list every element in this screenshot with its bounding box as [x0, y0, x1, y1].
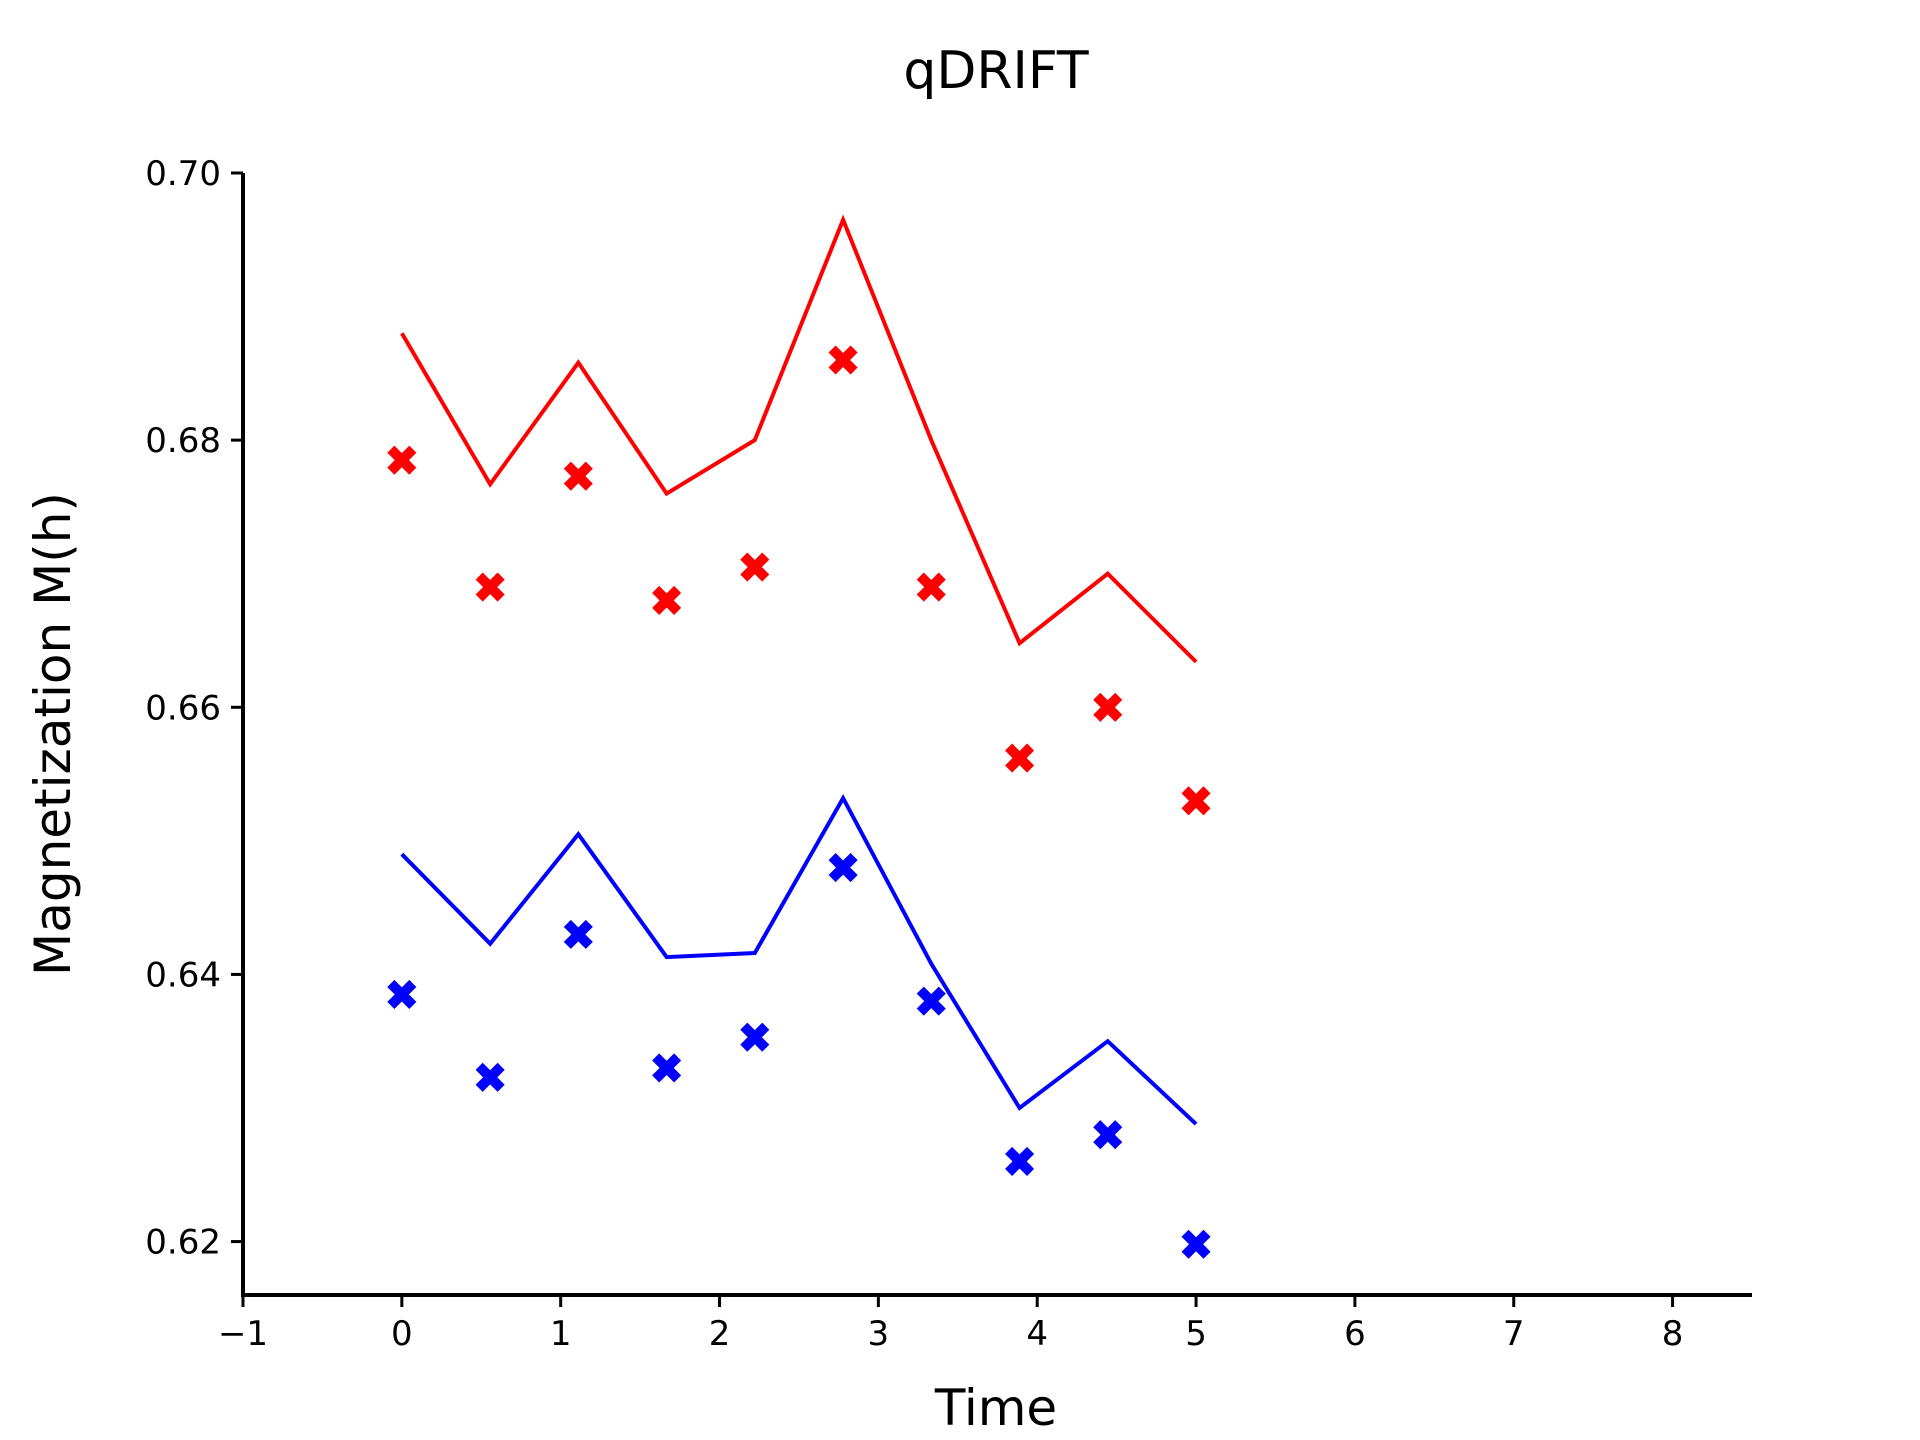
data-point [652, 585, 682, 615]
x-tick-label: 3 [868, 1314, 890, 1354]
series-markers-1 [387, 345, 1211, 816]
y-tick-label: 0.66 [145, 688, 221, 728]
data-point [1005, 1146, 1035, 1176]
data-point [1005, 743, 1035, 773]
data-point [740, 552, 770, 582]
data-point [740, 1022, 770, 1052]
x-tick-label: 5 [1185, 1314, 1207, 1354]
chart-title: qDRIFT [903, 41, 1089, 101]
data-point [916, 572, 946, 602]
y-axis-title: Magnetization M(h) [24, 492, 82, 976]
x-tick-label: 8 [1662, 1314, 1684, 1354]
plot-area [387, 214, 1211, 1259]
y-ticks: 0.62 0.64 0.66 0.68 0.70 [145, 154, 243, 1263]
x-tick-label: 1 [550, 1314, 572, 1354]
x-ticks: −1 0 1 2 3 4 5 6 7 8 [218, 1295, 1683, 1354]
data-point [1093, 692, 1123, 722]
x-axis-title: Time [934, 1379, 1057, 1437]
series-line-2 [400, 793, 1198, 1126]
axes [241, 173, 1752, 1297]
y-tick-label: 0.62 [145, 1223, 221, 1263]
data-point [387, 445, 417, 475]
data-point [1181, 786, 1211, 816]
x-tick-label: 7 [1503, 1314, 1525, 1354]
x-tick-label: 6 [1344, 1314, 1366, 1354]
data-point [916, 986, 946, 1016]
x-tick-label: 2 [709, 1314, 731, 1354]
data-point [387, 979, 417, 1009]
data-point [828, 853, 858, 883]
data-point [475, 1062, 505, 1092]
data-point [1181, 1229, 1211, 1259]
x-tick-label: 0 [391, 1314, 413, 1354]
data-point [563, 919, 593, 949]
y-tick-label: 0.64 [145, 955, 221, 995]
data-point [563, 461, 593, 491]
y-tick-label: 0.68 [145, 421, 221, 461]
y-tick-label: 0.70 [145, 154, 221, 194]
data-point [475, 572, 505, 602]
data-point [1093, 1120, 1123, 1150]
series-markers-3 [387, 853, 1211, 1259]
series-line-0 [400, 214, 1198, 664]
x-tick-label: −1 [218, 1314, 268, 1354]
data-point [828, 345, 858, 375]
x-tick-label: 4 [1026, 1314, 1048, 1354]
data-point [652, 1053, 682, 1083]
